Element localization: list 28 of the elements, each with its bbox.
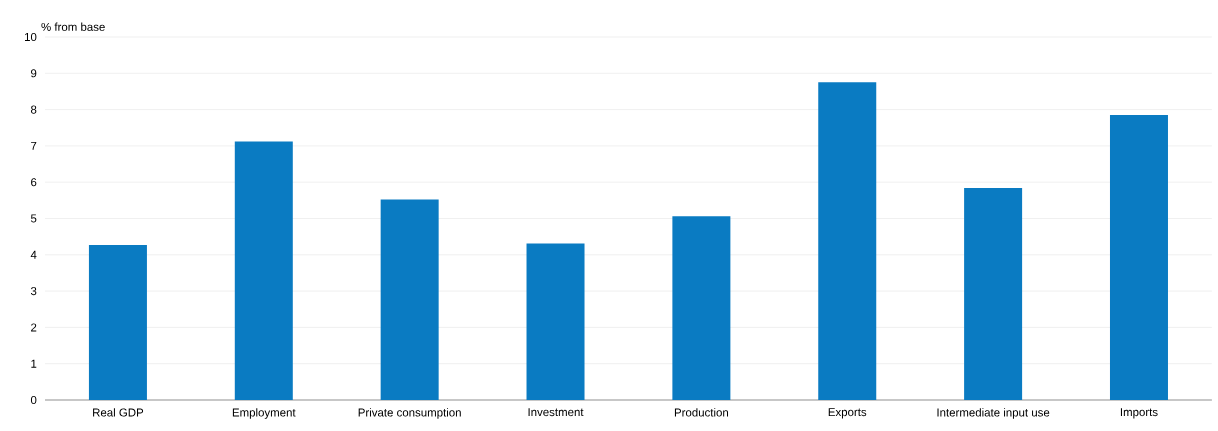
x-tick-label: Intermediate input use <box>937 408 1050 419</box>
y-tick-label: 4 <box>30 250 37 259</box>
bar <box>1109 115 1168 400</box>
y-tick-label: 1 <box>31 359 37 368</box>
y-tick-label: 0 <box>30 395 37 405</box>
bar <box>88 245 147 400</box>
x-tick-label: Employment <box>232 408 296 419</box>
y-tick-label: 2 <box>31 323 37 332</box>
y-tick-label: 3 <box>30 287 37 296</box>
bar <box>526 243 585 400</box>
x-tick-label: Imports <box>1120 408 1158 419</box>
y-tick-label: 10 <box>24 32 37 42</box>
x-tick-label: Exports <box>828 408 867 419</box>
y-tick-label: 9 <box>31 69 37 78</box>
y-tick-label: 5 <box>30 214 37 223</box>
bar <box>234 141 293 400</box>
x-tick-label: Real GDP <box>93 408 144 417</box>
x-tick-label: Investment <box>528 408 584 417</box>
x-tick-label: Private consumption <box>358 408 461 419</box>
bar <box>380 199 439 400</box>
y-axis-title: % from base <box>41 22 105 31</box>
bar <box>818 82 877 400</box>
y-tick-label: 6 <box>31 178 37 187</box>
bar <box>964 188 1023 400</box>
y-tick-label: 7 <box>31 141 37 150</box>
x-tick-label: Production <box>674 408 729 417</box>
bar <box>672 216 731 400</box>
y-tick-label: 8 <box>30 105 37 114</box>
